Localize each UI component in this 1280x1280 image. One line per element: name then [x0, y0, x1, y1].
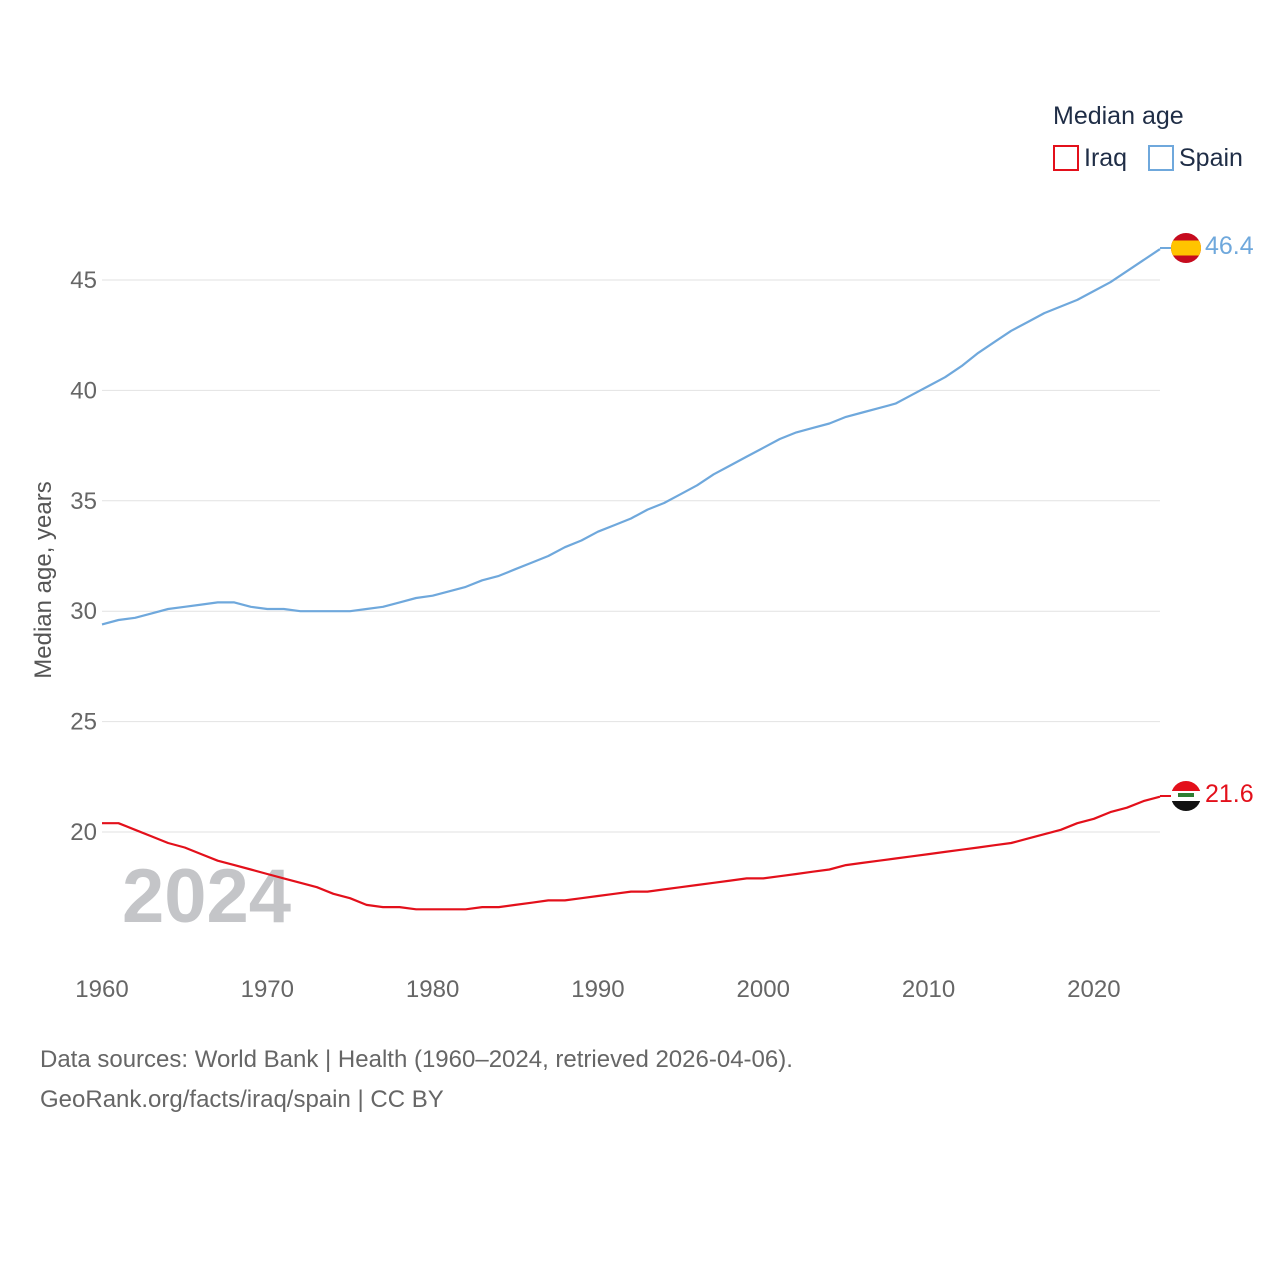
legend-item-spain[interactable]: Spain — [1148, 144, 1243, 172]
legend-swatch-spain — [1148, 145, 1174, 171]
x-tick-label-2010: 2010 — [902, 976, 955, 1003]
y-axis-ticks: 20 25 30 35 40 45 — [70, 267, 97, 846]
y-tick-label-35: 35 — [70, 488, 97, 515]
x-tick-label-1960: 1960 — [75, 976, 128, 1003]
series-line-iraq — [102, 795, 1161, 911]
iraq-flag-icon — [1171, 781, 1201, 811]
year-watermark: 2024 — [122, 854, 291, 939]
line-chart: 20 25 30 35 40 45 1960 1970 1980 1990 2000 2010 202… — [30, 102, 1254, 1003]
legend-item-iraq[interactable]: Iraq — [1053, 144, 1127, 172]
series-line-spain — [101, 248, 1161, 626]
legend-label-spain: Spain — [1179, 144, 1243, 172]
x-tick-label-2000: 2000 — [737, 976, 790, 1003]
y-tick-label-25: 25 — [70, 709, 97, 736]
series-lines — [101, 248, 1161, 911]
gridlines — [102, 279, 1160, 833]
y-tick-label-30: 30 — [70, 598, 97, 625]
legend-title: Median age — [1053, 102, 1184, 130]
x-tick-label-1990: 1990 — [571, 976, 624, 1003]
y-tick-label-20: 20 — [70, 819, 97, 846]
x-axis-ticks: 1960 1970 1980 1990 2000 2010 2020 — [75, 976, 1120, 1003]
x-tick-label-2020: 2020 — [1067, 976, 1120, 1003]
y-axis-title: Median age, years — [30, 481, 57, 678]
x-tick-label-1970: 1970 — [241, 976, 294, 1003]
legend-label-iraq: Iraq — [1084, 144, 1127, 172]
spain-end-value: 46.4 — [1205, 232, 1254, 260]
iraq-end-value: 21.6 — [1205, 780, 1254, 808]
y-tick-label-40: 40 — [70, 377, 97, 404]
legend-swatch-iraq — [1053, 145, 1079, 171]
data-sources-note: Data sources: World Bank | Health (1960–… — [40, 1046, 793, 1073]
spain-flag-icon — [1171, 233, 1201, 263]
x-tick-label-1980: 1980 — [406, 976, 459, 1003]
y-tick-label-45: 45 — [70, 267, 97, 294]
attribution-link[interactable]: GeoRank.org/facts/iraq/spain | CC BY — [40, 1086, 444, 1113]
